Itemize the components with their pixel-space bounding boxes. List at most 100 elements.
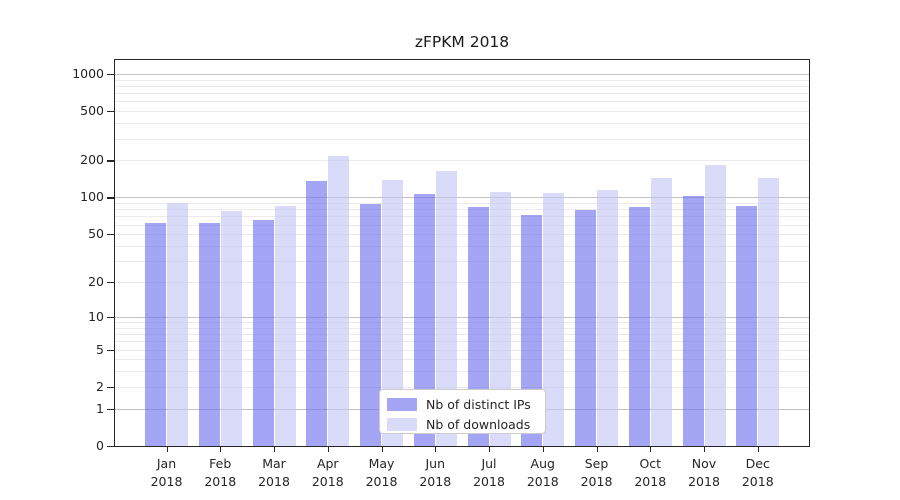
bar-aug-nb-of-distinct-ips[interactable]	[521, 214, 543, 446]
bar-jul-nb-of-distinct-ips[interactable]	[467, 206, 489, 446]
bar-mar-nb-of-downloads[interactable]	[274, 205, 296, 446]
y-tick-label-1000: 1000	[72, 65, 104, 81]
bar-oct-nb-of-downloads[interactable]	[650, 177, 672, 446]
y-tick-label-5: 5	[96, 341, 104, 357]
legend-swatch-downloads	[387, 418, 417, 431]
x-tick-mark-may	[381, 447, 383, 452]
bar-nov-nb-of-distinct-ips[interactable]	[682, 195, 704, 446]
gridline-minor-3	[115, 371, 809, 373]
gridline-minor-5	[115, 349, 809, 351]
bar-sep-nb-of-downloads[interactable]	[597, 190, 618, 446]
x-tick-label-jul: Jul 2018	[473, 456, 505, 489]
bar-feb-nb-of-downloads[interactable]	[220, 211, 242, 446]
x-tick-mark-oct	[650, 447, 652, 452]
bar-dec-nb-of-distinct-ips[interactable]	[736, 205, 758, 446]
gridline-major-100	[115, 197, 809, 199]
y-tick-mark-1000	[107, 73, 114, 76]
y-tick-mark-1	[107, 408, 114, 410]
gridline-minor-7	[115, 334, 809, 336]
gridline-minor-40	[115, 246, 809, 248]
gridline-minor-8	[115, 327, 809, 329]
gridline-minor-600	[115, 101, 809, 103]
y-tick-label-50: 50	[88, 226, 104, 242]
bar-jan-nb-of-distinct-ips[interactable]	[145, 222, 166, 446]
y-tick-label-0: 0	[96, 438, 104, 453]
bar-may-nb-of-downloads[interactable]	[382, 180, 403, 446]
bar-apr-nb-of-distinct-ips[interactable]	[306, 181, 328, 446]
y-tick-mark-0	[107, 446, 114, 448]
gridline-minor-300	[115, 138, 809, 140]
bar-jun-nb-of-downloads[interactable]	[435, 170, 457, 446]
bar-feb-nb-of-distinct-ips[interactable]	[198, 222, 220, 446]
y-tick-mark-200	[107, 160, 114, 162]
gridline-minor-800	[115, 85, 809, 87]
gridline-minor-30	[115, 261, 809, 263]
bar-apr-nb-of-downloads[interactable]	[328, 155, 350, 446]
bar-jan-nb-of-downloads[interactable]	[167, 203, 188, 446]
x-tick-mark-jan	[166, 447, 168, 452]
bar-may-nb-of-distinct-ips[interactable]	[360, 204, 381, 446]
gridline-minor-60	[115, 224, 809, 226]
bar-mar-nb-of-distinct-ips[interactable]	[252, 219, 274, 446]
x-tick-label-mar: Mar 2018	[258, 456, 290, 489]
legend-item-downloads[interactable]: Nb of downloads	[387, 416, 537, 433]
x-tick-label-oct: Oct 2018	[634, 456, 667, 489]
x-tick-mark-mar	[274, 447, 276, 452]
bar-oct-nb-of-distinct-ips[interactable]	[628, 207, 650, 446]
x-tick-mark-nov	[704, 447, 706, 452]
gridline-minor-400	[115, 123, 809, 125]
bar-jul-nb-of-downloads[interactable]	[489, 192, 511, 446]
x-tick-mark-sep	[596, 447, 598, 452]
x-tick-label-nov: Nov 2018	[688, 456, 720, 489]
legend-item-distinct-ips[interactable]: Nb of distinct IPs	[387, 396, 537, 413]
gridline-major-1000	[115, 73, 809, 75]
gridline-minor-90	[115, 203, 809, 205]
y-tick-mark-2	[107, 386, 114, 389]
x-tick-label-sep: Sep 2018	[580, 456, 613, 489]
gridline-minor-500	[115, 111, 809, 113]
x-tick-label-dec: Dec 2018	[741, 456, 774, 489]
y-tick-mark-500	[107, 111, 114, 113]
x-tick-label-apr: Apr 2018	[311, 456, 344, 489]
bar-jun-nb-of-distinct-ips[interactable]	[413, 194, 435, 446]
x-tick-mark-feb	[220, 447, 222, 452]
bar-nov-nb-of-downloads[interactable]	[704, 165, 726, 446]
y-tick-label-200: 200	[80, 152, 104, 168]
plot-area: Nb of distinct IPs Nb of downloads	[114, 59, 810, 447]
x-tick-label-aug: Aug 2018	[526, 456, 559, 489]
y-tick-mark-5	[107, 349, 114, 351]
y-tick-label-100: 100	[80, 189, 104, 205]
x-tick-mark-aug	[542, 447, 544, 452]
y-tick-label-500: 500	[80, 103, 104, 119]
gridline-minor-200	[115, 160, 809, 162]
gridline-minor-2	[115, 386, 809, 388]
y-tick-label-20: 20	[88, 274, 104, 290]
gridline-minor-20	[115, 282, 809, 284]
gridline-minor-6	[115, 341, 809, 343]
legend[interactable]: Nb of distinct IPs Nb of downloads	[379, 389, 546, 434]
bar-dec-nb-of-downloads[interactable]	[758, 177, 780, 446]
legend-swatch-distinct-ips	[387, 398, 417, 411]
gridline-minor-80	[115, 209, 809, 211]
gridline-minor-70	[115, 216, 809, 218]
y-tick-label-1: 1	[96, 400, 104, 416]
x-tick-label-feb: Feb 2018	[204, 456, 237, 489]
bar-sep-nb-of-distinct-ips[interactable]	[575, 210, 596, 446]
chart-title: zFPKM 2018	[414, 33, 510, 51]
gridline-minor-50	[115, 234, 809, 236]
x-tick-mark-dec	[757, 447, 759, 452]
x-tick-mark-jul	[489, 447, 491, 452]
y-tick-label-2: 2	[96, 378, 104, 394]
x-tick-mark-apr	[327, 447, 329, 452]
gridline-minor-9	[115, 322, 809, 323]
y-tick-mark-20	[107, 282, 114, 284]
y-tick-mark-100	[107, 197, 114, 199]
gridline-minor-900	[115, 79, 809, 81]
legend-label-downloads: Nb of downloads	[426, 417, 531, 432]
x-tick-label-jan: Jan 2018	[150, 456, 183, 489]
gridline-minor-4	[115, 359, 809, 361]
x-tick-mark-jun	[435, 447, 437, 452]
bar-aug-nb-of-downloads[interactable]	[543, 193, 565, 446]
gridline-minor-700	[115, 93, 809, 95]
